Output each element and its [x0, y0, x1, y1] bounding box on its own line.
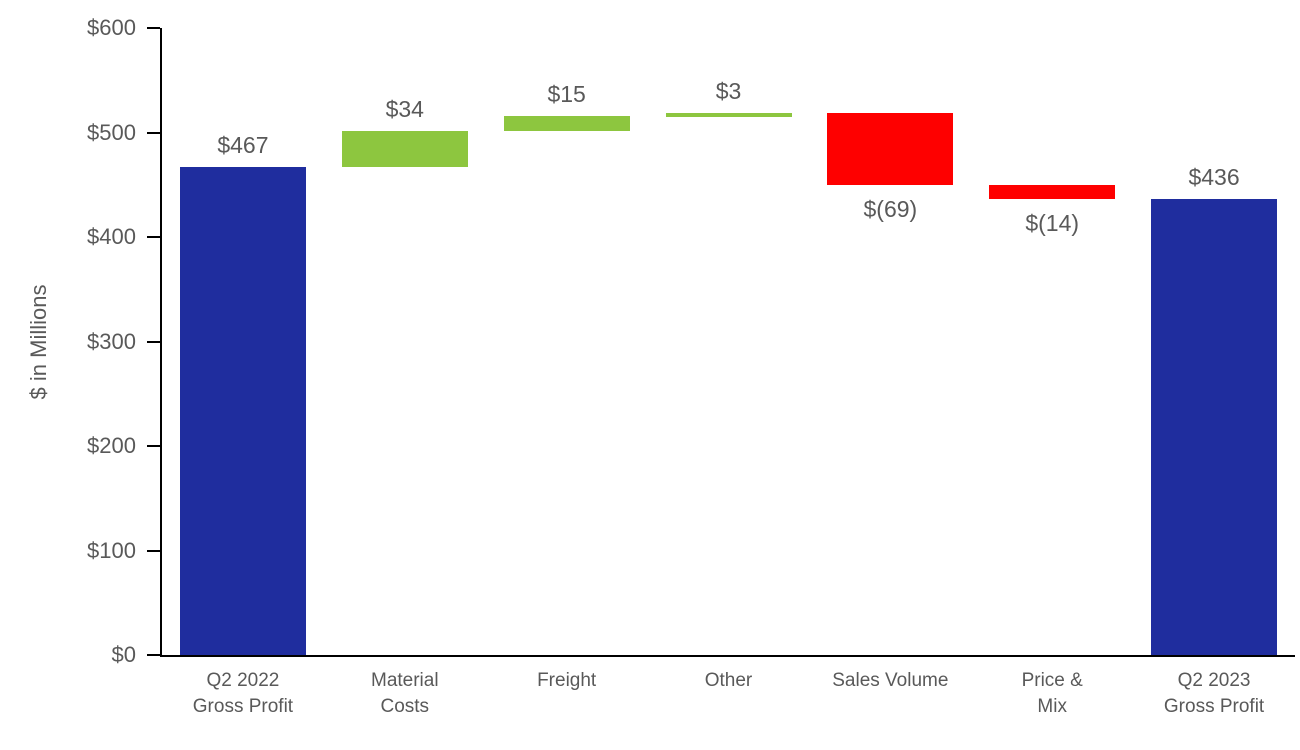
- bar-value-label: $3: [715, 77, 742, 104]
- x-axis-category-line: Gross Profit: [192, 695, 294, 717]
- bar-value-label: $(69): [863, 195, 918, 222]
- x-axis-category-label: Q2 2023 Gross Profit: [1164, 668, 1264, 719]
- x-axis-category-line: Sales Volume: [832, 670, 949, 691]
- x-axis-category-label: Freight: [537, 668, 596, 694]
- y-axis-tick: [147, 131, 160, 134]
- y-axis-tick-label: $500: [87, 119, 136, 145]
- x-axis-category-line: Costs: [380, 695, 430, 717]
- bar-decrease[interactable]: [989, 184, 1116, 200]
- x-axis-category-line: Material: [370, 670, 439, 691]
- y-axis-tick-label: $300: [87, 328, 136, 354]
- x-axis-category-line: Q2 2023: [1177, 670, 1251, 691]
- bar-increase[interactable]: [665, 112, 792, 117]
- bar-value-label: $34: [385, 96, 424, 123]
- x-axis-category-label: Price & Mix: [1022, 668, 1083, 719]
- x-axis-category-label: Other: [705, 668, 753, 694]
- x-axis-category-line: Mix: [1037, 695, 1067, 717]
- x-axis-category-label: Material Costs: [371, 668, 439, 719]
- y-axis-tick-label: $100: [87, 537, 136, 563]
- x-axis-category-line: Gross Profit: [1163, 695, 1265, 717]
- bar-value-label: $15: [547, 80, 586, 107]
- y-axis-tick: [147, 654, 160, 656]
- y-axis-tick-label: $600: [87, 15, 136, 40]
- bar-value-label: $467: [217, 131, 269, 158]
- y-axis-tick-label: $0: [111, 642, 136, 667]
- bar-total[interactable]: [179, 166, 306, 655]
- y-axis-tick: [147, 340, 160, 343]
- bar-value-label: $436: [1188, 164, 1240, 191]
- x-axis-category-line: Price &: [1021, 670, 1083, 691]
- y-axis-line: [160, 28, 162, 657]
- x-axis-category-line: Q2 2022: [206, 670, 280, 691]
- y-axis-tick: [147, 549, 160, 552]
- y-axis-tick: [147, 445, 160, 447]
- bar-decrease[interactable]: [827, 112, 954, 185]
- x-axis-category-line: Other: [704, 670, 753, 691]
- x-axis-category-line: Freight: [537, 670, 597, 691]
- y-axis-tick-label: $400: [87, 224, 136, 249]
- bar-increase[interactable]: [341, 131, 468, 167]
- y-axis-tick-label: $200: [87, 433, 136, 458]
- y-axis-tick: [147, 27, 160, 29]
- y-axis-tick: [147, 236, 160, 238]
- bar-increase[interactable]: [503, 115, 630, 132]
- x-axis-line: [160, 655, 1295, 657]
- bar-total[interactable]: [1151, 199, 1278, 655]
- bar-value-label: $(14): [1025, 210, 1080, 237]
- x-axis-category-label: Q2 2022 Gross Profit: [193, 668, 293, 719]
- x-axis-category-label: Sales Volume: [832, 668, 948, 694]
